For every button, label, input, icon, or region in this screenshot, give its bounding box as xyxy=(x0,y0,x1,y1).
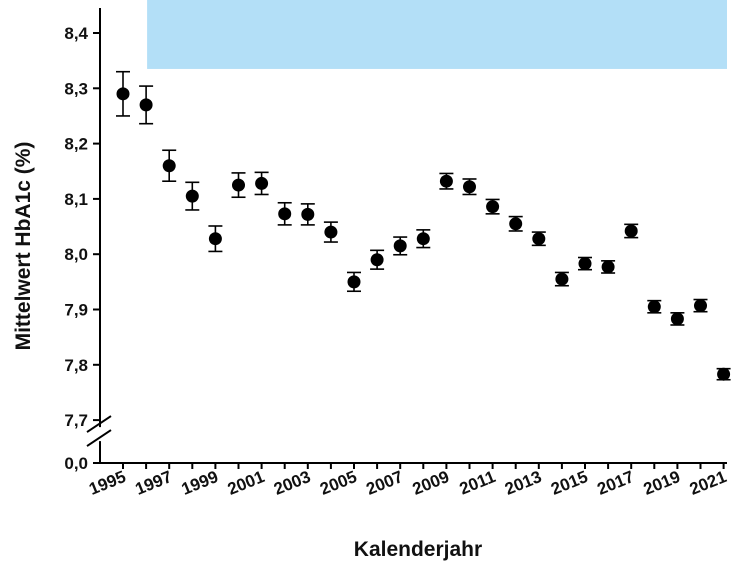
data-marker xyxy=(324,225,338,239)
data-point xyxy=(485,198,500,215)
data-point xyxy=(531,231,546,247)
data-point xyxy=(439,172,454,190)
data-marker xyxy=(301,207,315,221)
data-marker xyxy=(647,300,661,314)
x-tick-label: 2021 xyxy=(687,467,729,499)
data-marker xyxy=(416,232,430,246)
data-point xyxy=(554,271,569,287)
data-point xyxy=(416,229,431,249)
y-tick-label: 8,1 xyxy=(64,190,88,209)
data-point xyxy=(393,236,408,256)
data-marker xyxy=(601,260,615,274)
data-marker xyxy=(509,217,523,231)
data-marker xyxy=(624,224,638,238)
data-point xyxy=(185,181,200,211)
x-ticks: 1995 1997 1999 2001 2003 2005 2007 2009 2011 2013… xyxy=(86,463,729,499)
data-marker xyxy=(439,174,453,188)
data-point xyxy=(208,225,223,253)
y-tick-label: 0,0 xyxy=(64,454,88,473)
data-point xyxy=(578,256,592,271)
x-tick-label: 2017 xyxy=(595,467,637,499)
x-tick-label: 2005 xyxy=(317,467,359,499)
data-point xyxy=(647,299,662,314)
y-ticks: 8,4 8,3 8,2 8,1 8,0 7,9 7,8 7,7 0,0 xyxy=(64,24,100,473)
data-point xyxy=(508,215,523,232)
axis-break-marker xyxy=(86,415,112,447)
data-marker xyxy=(370,253,384,267)
x-tick-label: 2015 xyxy=(548,467,590,499)
data-point xyxy=(162,149,177,183)
y-tick-label: 8,3 xyxy=(64,79,88,98)
data-marker xyxy=(670,312,684,326)
data-marker xyxy=(694,299,707,313)
y-tick-label: 8,0 xyxy=(64,245,88,264)
data-marker xyxy=(278,207,292,221)
data-marker xyxy=(486,200,500,214)
data-point xyxy=(323,221,338,243)
data-marker xyxy=(578,257,592,271)
data-marker xyxy=(162,159,176,173)
x-tick-label: 2001 xyxy=(225,467,267,499)
data-point xyxy=(624,223,639,239)
x-tick-label: 2019 xyxy=(641,467,683,499)
y-axis: 8,4 8,3 8,2 8,1 8,0 7,9 7,8 7,7 0,0 xyxy=(64,8,112,473)
data-marker xyxy=(555,272,569,286)
data-marker xyxy=(232,178,245,192)
y-tick-label: 8,2 xyxy=(64,135,88,154)
data-marker xyxy=(185,189,199,203)
data-point xyxy=(601,260,616,274)
x-tick-label: 2013 xyxy=(502,467,544,499)
x-axis: 1995 1997 1999 2001 2003 2005 2007 2009 2011 2013… xyxy=(86,462,729,499)
data-point xyxy=(370,249,385,270)
data-point xyxy=(462,178,477,196)
data-points xyxy=(116,70,731,381)
data-marker xyxy=(116,87,130,101)
data-point xyxy=(231,172,246,199)
x-tick-label: 2003 xyxy=(271,467,313,499)
data-point xyxy=(139,85,154,125)
y-tick-label: 7,8 xyxy=(64,356,88,375)
highlight-band xyxy=(147,0,728,69)
data-marker xyxy=(393,239,407,253)
data-marker xyxy=(347,275,361,289)
x-tick-label: 1999 xyxy=(179,467,221,499)
data-point xyxy=(693,298,708,313)
data-marker xyxy=(532,232,546,246)
data-point xyxy=(347,271,361,293)
x-tick-label: 2011 xyxy=(457,467,498,498)
y-tick-label: 8,4 xyxy=(64,24,88,43)
data-point xyxy=(277,201,292,226)
data-point xyxy=(716,367,731,381)
x-tick-label: 1995 xyxy=(86,467,128,499)
y-tick-label: 7,7 xyxy=(64,411,88,430)
data-point xyxy=(670,312,685,326)
axis-break-line xyxy=(86,415,112,433)
x-tick-label: 2009 xyxy=(410,467,452,499)
data-marker xyxy=(463,180,476,194)
data-point xyxy=(116,70,130,117)
data-marker xyxy=(255,176,269,190)
x-axis-label: Kalenderjahr xyxy=(354,538,482,561)
data-marker xyxy=(139,98,153,112)
data-marker xyxy=(208,232,222,246)
data-marker xyxy=(717,367,731,381)
data-point xyxy=(254,171,269,196)
y-axis-label: Mittelwert HbA1c (%) xyxy=(12,142,35,351)
axis-break-line xyxy=(86,429,112,447)
x-tick-label: 2007 xyxy=(364,467,406,499)
data-point xyxy=(300,203,315,226)
x-tick-label: 1997 xyxy=(133,467,175,499)
y-tick-label: 7,9 xyxy=(64,301,88,320)
